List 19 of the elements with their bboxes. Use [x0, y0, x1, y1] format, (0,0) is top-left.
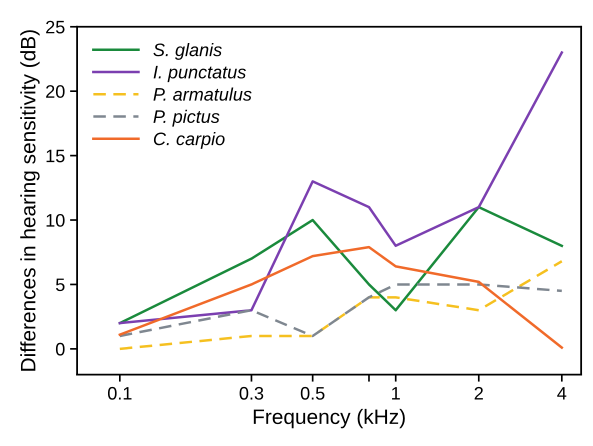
y-tick-label: 5 — [56, 278, 65, 292]
y-tick-label: 10 — [46, 214, 65, 227]
legend-label: P. pictus — [153, 110, 220, 127]
legend-label: I. punctatus — [154, 66, 246, 82]
x-tick-label: 0.1 — [108, 386, 132, 400]
y-tick-label: 0 — [56, 342, 65, 356]
y-axis-title: Differences in hearing sensitivity (dB) — [20, 30, 40, 371]
legend-label: P. armatulus — [153, 88, 252, 101]
x-axis-title: Frequency (kHz) — [254, 408, 405, 428]
x-tick-label: 2 — [474, 386, 483, 400]
y-tick-label: 20 — [46, 85, 65, 98]
y-tick-label: 15 — [46, 150, 65, 162]
y-tick-label: 25 — [46, 20, 65, 34]
x-tick-label: 0.5 — [300, 386, 324, 400]
x-tick-label: 1 — [392, 387, 400, 400]
legend-label: S. glanis — [153, 43, 222, 60]
legend-label: C. carpio — [154, 132, 225, 149]
x-tick-label: 0.3 — [240, 386, 264, 400]
x-tick-label: 4 — [557, 387, 566, 400]
